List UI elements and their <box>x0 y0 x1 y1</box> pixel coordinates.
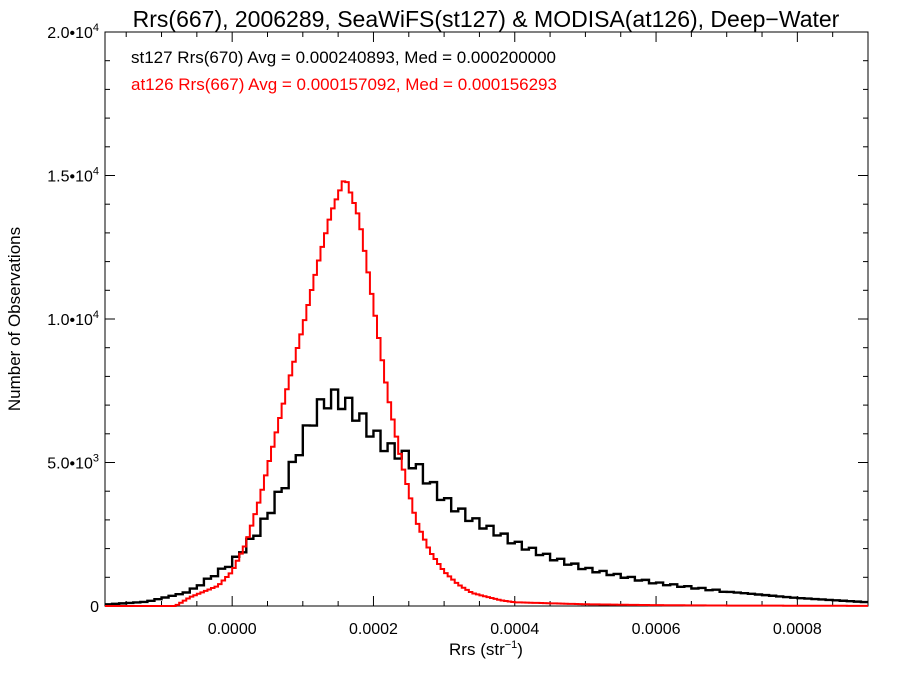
legend: st127 Rrs(670) Avg = 0.000240893, Med = … <box>131 48 557 94</box>
x-tick-label: 0.0006 <box>632 621 681 638</box>
axis-ticks: 0.0000 0.0002 0.0004 0.0006 0.0008 0 5.0•103 1.… <box>47 22 869 638</box>
x-axis-label: Rrs (str−1) <box>449 639 523 659</box>
x-tick-label: 0.0008 <box>773 621 822 638</box>
y-tick-label: 0 <box>90 599 99 616</box>
series-0-histogram <box>105 388 868 606</box>
series-1-histogram <box>105 180 868 607</box>
y-axis-label: Number of Observations <box>5 227 24 411</box>
y-tick-label: 5.0•103 <box>47 453 99 473</box>
y-tick-label: 1.5•104 <box>47 166 99 186</box>
y-tick-label: 1.0•104 <box>47 309 99 329</box>
x-tick-label: 0.0004 <box>490 621 539 638</box>
x-tick-label: 0.0002 <box>349 621 398 638</box>
x-tick-label: 0.0000 <box>208 621 257 638</box>
legend-entry-0: st127 Rrs(670) Avg = 0.000240893, Med = … <box>131 48 556 67</box>
plot-frame <box>104 31 869 607</box>
series-layer <box>105 180 868 607</box>
legend-entry-1: at126 Rrs(667) Avg = 0.000157092, Med = … <box>131 75 557 94</box>
chart-title: Rrs(667), 2006289, SeaWiFS(st127) & MODI… <box>133 6 840 32</box>
y-tick-label: 2.0•104 <box>47 22 99 42</box>
